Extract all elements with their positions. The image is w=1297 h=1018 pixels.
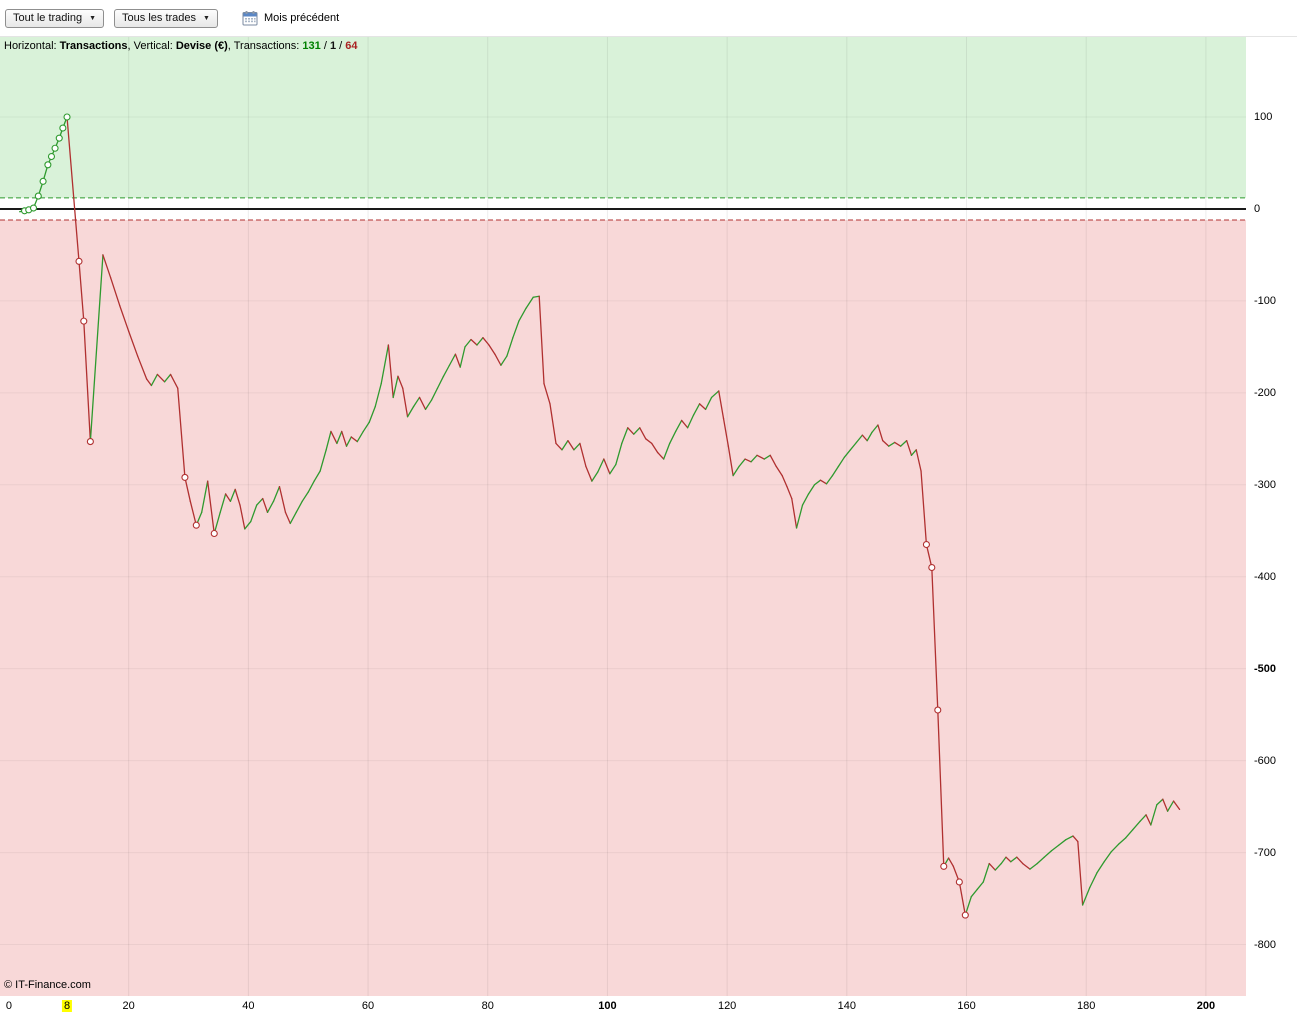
previous-month-button[interactable]: Mois précédent: [242, 10, 339, 26]
x-axis: 0 8 20 40 60 80 100 120 140 160 180 200: [0, 997, 1246, 1018]
trade-marker[interactable]: [75, 257, 83, 265]
trade-marker[interactable]: [940, 862, 948, 870]
legend-horizontal-value: Transactions: [59, 40, 128, 52]
trade-marker[interactable]: [934, 706, 942, 714]
trading-filter-dropdown[interactable]: Tout le trading ▼: [5, 8, 105, 28]
x-axis-label: 180: [1077, 1000, 1096, 1012]
trade-marker[interactable]: [39, 177, 47, 185]
trade-marker[interactable]: [63, 113, 71, 121]
trade-marker[interactable]: [961, 911, 969, 919]
losing-trades-count: 64: [345, 40, 358, 52]
winning-trades-count: 131: [302, 40, 321, 52]
previous-month-label: Mois précédent: [263, 12, 340, 24]
y-axis: 100 0 -100 -200 -300 -400 -500 -600 -700 -800: [1246, 37, 1297, 996]
trade-marker[interactable]: [181, 473, 189, 481]
trade-marker[interactable]: [928, 563, 936, 572]
x-axis-label-highlighted: 8: [61, 1000, 73, 1012]
trade-marker[interactable]: [922, 540, 930, 549]
chevron-down-icon: ▼: [203, 14, 210, 22]
legend-slash: /: [320, 40, 330, 52]
trade-marker[interactable]: [59, 124, 67, 132]
y-axis-label: -500: [1254, 662, 1277, 675]
neutral-trades-count: 1: [329, 40, 337, 52]
trade-marker[interactable]: [55, 134, 63, 142]
trade-marker[interactable]: [210, 529, 218, 538]
equity-curve-chart[interactable]: Horizontal: Transactions, Vertical: Devi…: [0, 37, 1246, 996]
trade-marker[interactable]: [51, 144, 59, 152]
y-axis-label: -300: [1254, 478, 1277, 491]
x-axis-label: 40: [242, 1000, 255, 1012]
x-axis-label: 100: [598, 1000, 617, 1012]
trades-filter-label: Tous les trades: [122, 11, 197, 24]
x-axis-label: 0: [5, 1000, 13, 1012]
trade-marker[interactable]: [34, 192, 42, 200]
x-axis-label: 20: [122, 1000, 135, 1012]
legend-vertical-label: Vertical:: [133, 40, 176, 52]
legend-horizontal-label: Horizontal:: [4, 40, 60, 52]
calendar-icon: [242, 11, 258, 26]
trade-marker[interactable]: [47, 152, 56, 161]
x-axis-label: 200: [1196, 1000, 1216, 1012]
chevron-down-icon: ▼: [89, 14, 97, 22]
trade-marker[interactable]: [29, 204, 38, 212]
y-axis-label: 100: [1254, 110, 1273, 123]
legend-separator: ,: [127, 40, 134, 52]
trade-marker[interactable]: [955, 878, 963, 886]
chart-legend: Horizontal: Transactions, Vertical: Devi…: [4, 40, 357, 52]
y-axis-label: 0: [1254, 202, 1261, 215]
legend-separator: ,: [227, 40, 234, 52]
x-axis-label: 140: [837, 1000, 856, 1012]
legend-transactions-label: Transactions:: [233, 40, 303, 52]
equity-curve-canvas: [0, 37, 1246, 996]
x-axis-label: 60: [361, 1000, 375, 1012]
y-axis-label: -700: [1254, 846, 1277, 859]
legend-slash: /: [336, 40, 346, 52]
y-axis-label: -800: [1254, 938, 1277, 951]
copyright-watermark: © IT-Finance.com: [4, 979, 91, 991]
x-axis-label: 160: [957, 1000, 976, 1012]
y-axis-label: -200: [1254, 386, 1277, 399]
y-axis-label: -600: [1254, 754, 1277, 767]
y-axis-label: -400: [1254, 570, 1277, 583]
legend-vertical-value: Devise (€): [175, 40, 228, 52]
trades-filter-dropdown[interactable]: Tous les trades ▼: [114, 8, 218, 28]
trade-marker[interactable]: [86, 438, 94, 446]
toolbar: Tout le trading ▼ Tous les trades ▼ Mois…: [0, 0, 1297, 37]
y-axis-label: -100: [1254, 294, 1277, 307]
trade-marker[interactable]: [192, 521, 200, 529]
trade-marker[interactable]: [44, 161, 52, 169]
trading-filter-label: Tout le trading: [13, 11, 83, 24]
trade-marker[interactable]: [80, 317, 88, 325]
x-axis-label: 120: [717, 1000, 737, 1012]
x-axis-label: 80: [481, 1000, 494, 1012]
